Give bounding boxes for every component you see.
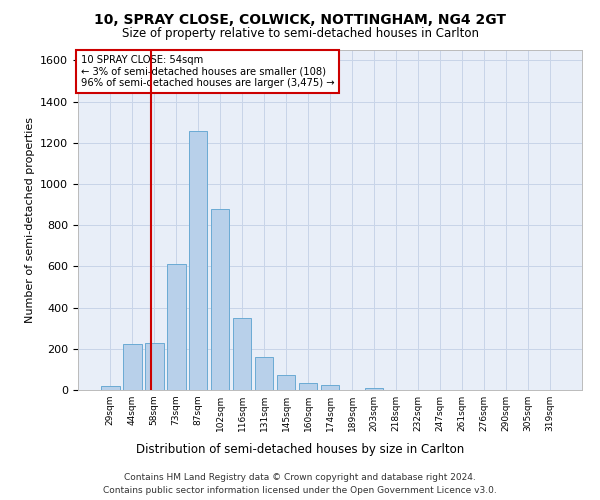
Bar bbox=[365, 388, 383, 390]
Y-axis label: Number of semi-detached properties: Number of semi-detached properties bbox=[25, 117, 35, 323]
Text: 10, SPRAY CLOSE, COLWICK, NOTTINGHAM, NG4 2GT: 10, SPRAY CLOSE, COLWICK, NOTTINGHAM, NG… bbox=[94, 12, 506, 26]
Bar bbox=[145, 342, 164, 390]
Bar bbox=[255, 358, 274, 390]
Bar bbox=[167, 264, 185, 390]
Text: Size of property relative to semi-detached houses in Carlton: Size of property relative to semi-detach… bbox=[121, 28, 479, 40]
Bar bbox=[233, 318, 251, 390]
Text: Contains public sector information licensed under the Open Government Licence v3: Contains public sector information licen… bbox=[103, 486, 497, 495]
Bar bbox=[123, 344, 142, 390]
Bar bbox=[320, 386, 340, 390]
Text: Distribution of semi-detached houses by size in Carlton: Distribution of semi-detached houses by … bbox=[136, 442, 464, 456]
Text: Contains HM Land Registry data © Crown copyright and database right 2024.: Contains HM Land Registry data © Crown c… bbox=[124, 472, 476, 482]
Bar bbox=[299, 383, 317, 390]
Bar bbox=[101, 386, 119, 390]
Text: 10 SPRAY CLOSE: 54sqm
← 3% of semi-detached houses are smaller (108)
96% of semi: 10 SPRAY CLOSE: 54sqm ← 3% of semi-detac… bbox=[80, 55, 334, 88]
Bar bbox=[211, 208, 229, 390]
Bar bbox=[277, 374, 295, 390]
Bar bbox=[189, 132, 208, 390]
